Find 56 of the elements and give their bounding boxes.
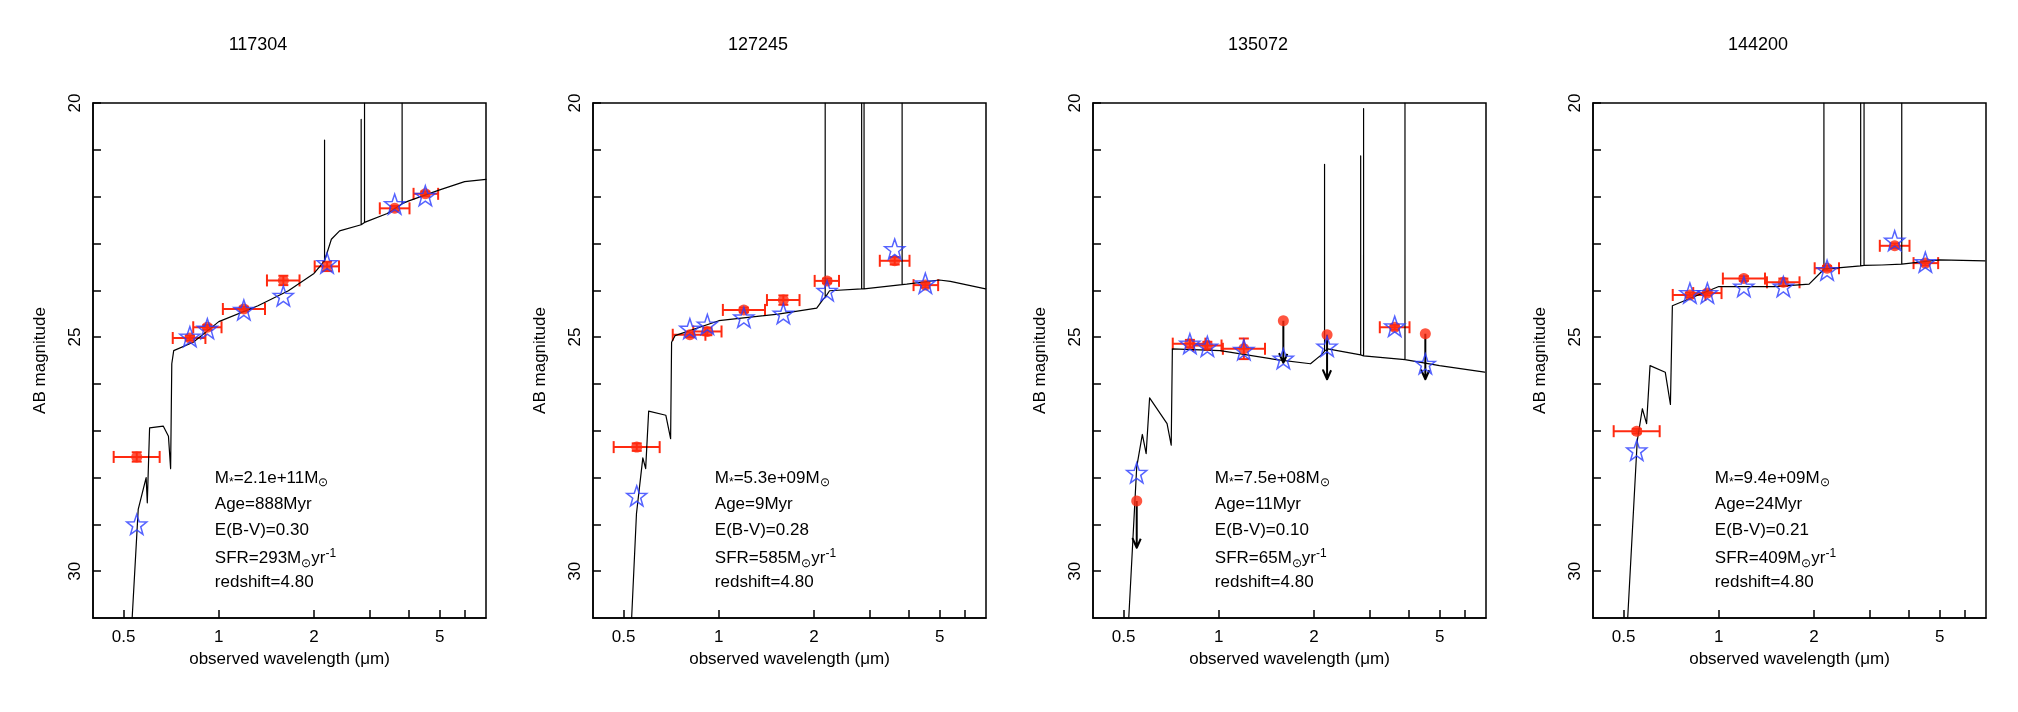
- y-axis-title: AB magnitude: [30, 307, 49, 414]
- annotation: E(B-V)=0.10: [1214, 519, 1309, 539]
- annotation: redshift=4.80: [214, 571, 314, 591]
- annotation: Age=888Myr: [214, 493, 313, 513]
- x-tick-label: 1: [214, 627, 224, 646]
- y-tick-label: 30: [1565, 561, 1584, 581]
- x-axis-title: observed wavelength (μm): [1689, 648, 1890, 668]
- annotation: E(B-V)=0.28: [714, 519, 809, 539]
- x-tick-label: 2: [809, 627, 819, 646]
- y-tick-label: 30: [65, 561, 84, 581]
- y-tick-label: 25: [65, 327, 84, 347]
- x-tick-label: 2: [1309, 627, 1319, 646]
- x-tick-label: 0.5: [611, 627, 636, 646]
- annotation: redshift=4.80: [1714, 571, 1814, 591]
- annotation: redshift=4.80: [714, 571, 814, 591]
- x-tick-label: 2: [309, 627, 319, 646]
- annotation: Age=9Myr: [714, 493, 794, 513]
- annotation: M*=5.3e+09M⊙: [714, 467, 830, 490]
- x-tick-label: 0.5: [111, 627, 136, 646]
- annotation: E(B-V)=0.30: [214, 519, 309, 539]
- y-axis-title: AB magnitude: [1030, 307, 1049, 414]
- x-tick-label: 1: [1214, 627, 1224, 646]
- annotation: redshift=4.80: [1214, 571, 1314, 591]
- x-axis-title: observed wavelength (μm): [689, 648, 890, 668]
- annotation: M*=7.5e+08M⊙: [1214, 467, 1330, 490]
- annotation: M*=9.4e+09M⊙: [1714, 467, 1830, 490]
- x-tick-label: 5: [1935, 627, 1945, 646]
- y-tick-label: 20: [565, 93, 584, 113]
- chart-title: 135072: [1227, 34, 1289, 54]
- x-tick-label: 5: [435, 627, 445, 646]
- x-tick-label: 0.5: [1111, 627, 1136, 646]
- y-axis-title: AB magnitude: [530, 307, 549, 414]
- annotation: M*=2.1e+11M⊙: [214, 467, 329, 490]
- chart-title: 144200: [1727, 34, 1789, 54]
- x-axis-title: observed wavelength (μm): [189, 648, 390, 668]
- y-tick-label: 25: [1565, 327, 1584, 347]
- y-tick-label: 20: [65, 93, 84, 113]
- x-tick-label: 5: [935, 627, 945, 646]
- chart-title: 127245: [727, 34, 789, 54]
- chart-title: 117304: [228, 34, 288, 54]
- y-tick-label: 25: [565, 327, 584, 347]
- x-tick-label: 1: [714, 627, 724, 646]
- x-tick-label: 5: [1435, 627, 1445, 646]
- y-tick-label: 30: [1065, 561, 1084, 581]
- x-tick-label: 2: [1809, 627, 1819, 646]
- x-axis-title: observed wavelength (μm): [1189, 648, 1390, 668]
- x-tick-label: 0.5: [1611, 627, 1636, 646]
- annotation: E(B-V)=0.21: [1714, 519, 1809, 539]
- y-tick-label: 30: [565, 561, 584, 581]
- annotation: Age=11Myr: [1214, 493, 1302, 513]
- y-tick-label: 25: [1065, 327, 1084, 347]
- y-tick-label: 20: [1065, 93, 1084, 113]
- x-tick-label: 1: [1714, 627, 1724, 646]
- annotation: Age=24Myr: [1714, 493, 1803, 513]
- y-axis-title: AB magnitude: [1530, 307, 1549, 414]
- y-tick-label: 20: [1565, 93, 1584, 113]
